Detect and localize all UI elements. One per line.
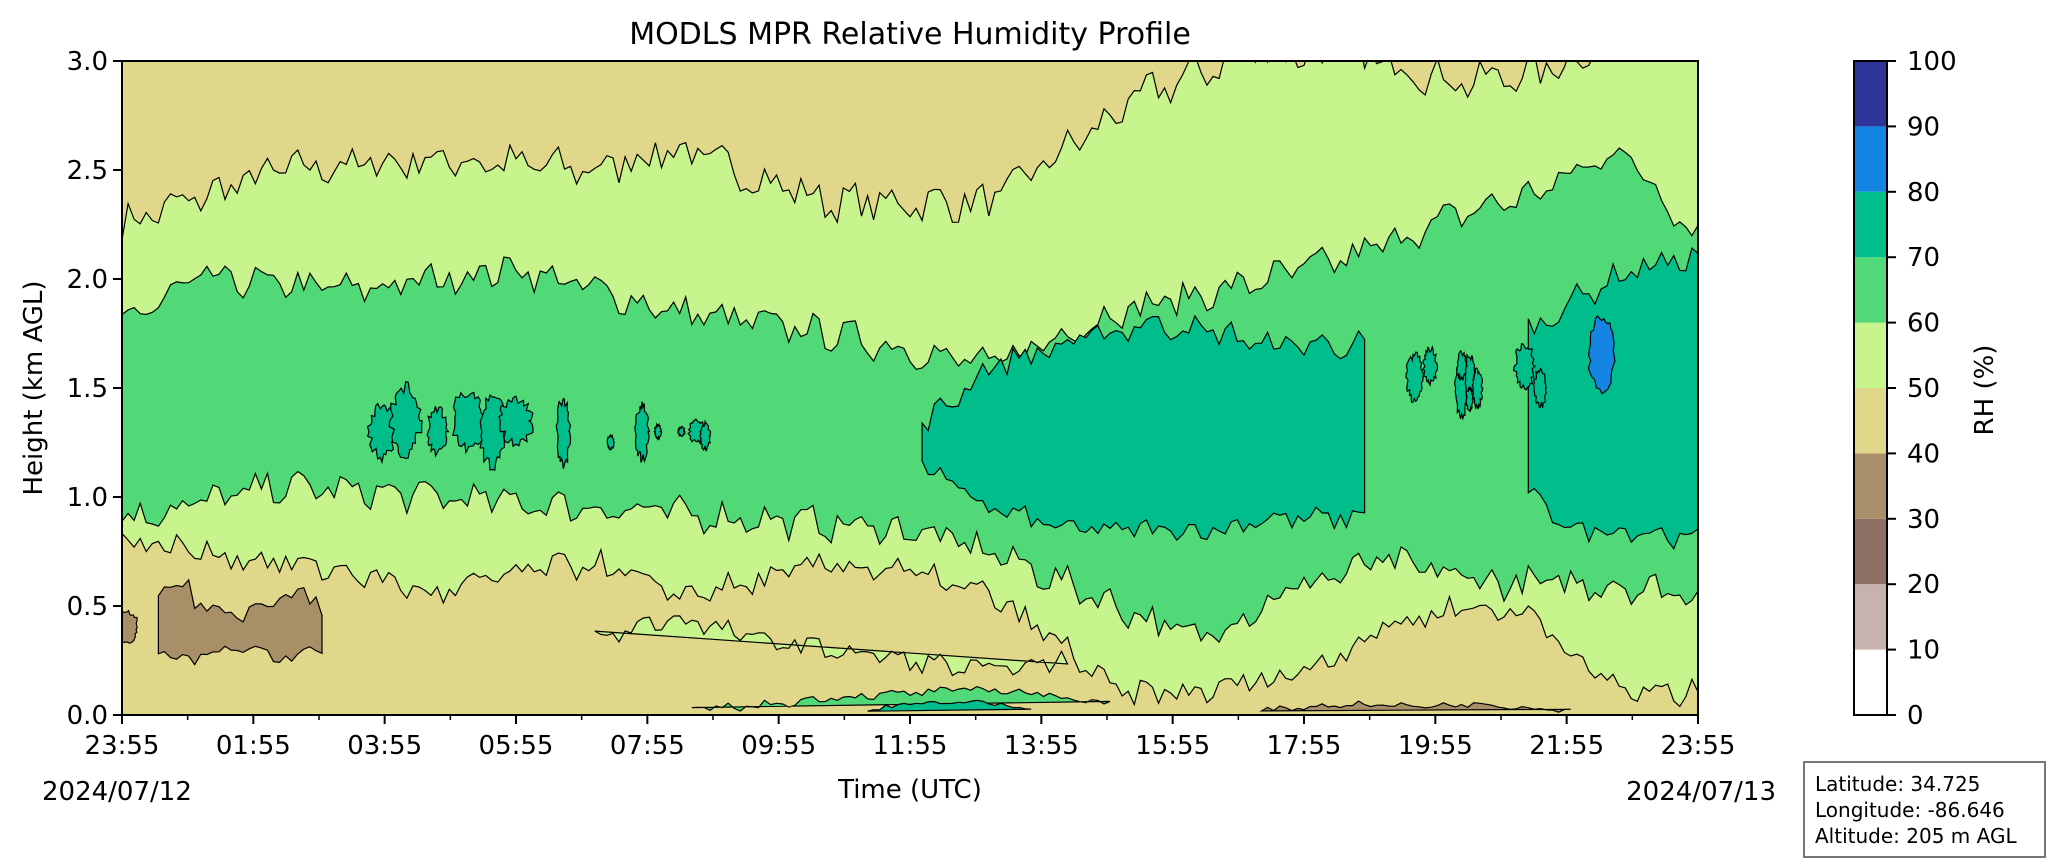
rh-40-50-surface-region [122,532,1698,715]
latitude-text: Latitude: 34.725 [1815,772,1981,796]
y-tick-label: 3.0 [67,47,108,77]
rh-70-80-late-region [1527,247,1698,551]
longitude-text: Longitude: -86.646 [1815,798,2005,822]
rh-70-80-patch [479,394,508,471]
colorbar-tick-label: 20 [1907,570,1940,600]
x-tick-label: 11:55 [873,731,948,761]
rh-70-80-patch [653,422,663,441]
colorbar-tick-label: 50 [1907,374,1940,404]
x-start-date: 2024/07/12 [42,777,192,807]
rh-60-70-surface-region [691,685,1111,712]
rh-70-80-surface-region [867,699,1032,712]
x-tick-label: 23:55 [1661,731,1736,761]
y-tick-label: 1.5 [67,374,108,404]
y-tick-label: 0.5 [67,592,108,622]
rh-70-80-patch [677,425,686,437]
colorbar-tick-label: 100 [1907,47,1957,77]
rh-70-80-patch [452,391,487,455]
colorbar-swatch [1854,453,1887,519]
x-tick-label: 07:55 [610,731,685,761]
y-axis-label: Height (km AGL) [19,280,49,495]
x-tick-label: 21:55 [1529,731,1604,761]
altitude-text: Altitude: 205 m AGL [1815,824,2017,848]
y-tick-label: 2.5 [67,156,108,186]
colorbar-swatch [1854,518,1887,585]
colorbar-tick-label: 30 [1907,505,1940,535]
rh-30-40-pocket-region [157,578,323,666]
axes: 23:55 01:55 03:55 05:55 07:55 09:55 11:55 13:55… [67,47,1736,761]
colorbar-tick-label: 70 [1907,243,1940,273]
x-axis-label: Time (UTC) [837,775,982,805]
x-end-date: 2024/07/13 [1626,777,1776,807]
colorbar-tick-label: 80 [1907,178,1940,208]
colorbar-tick-label: 10 [1907,636,1940,666]
x-tick-label: 03:55 [347,731,422,761]
rh-70-80-patch [1421,344,1438,387]
rh-70-80-patch [1455,349,1469,382]
colorbar-label: RH (%) [1970,345,2000,436]
rh-70-80-patch [498,395,534,448]
rh-70-80-patch [366,402,397,465]
rh-40-50-upper-region [122,61,1639,240]
rh-30-40-surface-region [1259,700,1571,713]
rh-70-80-patch [1533,367,1547,409]
y-tick-label: 1.0 [67,483,108,513]
rh-70-80-patch [634,401,651,464]
colorbar: 0 10 20 30 40 50 60 70 80 90 100 [1853,47,1957,731]
rh-80-90-pocket [1587,315,1616,395]
x-tick-label: 05:55 [479,731,554,761]
rh-70-80-patch [1465,385,1474,412]
rh-30-40-pocket [122,609,138,644]
colorbar-swatch [1854,61,1887,127]
colorbar-swatch [1854,126,1887,192]
rh-70-80-core-region [921,314,1366,542]
colorbar-tick-label: 40 [1907,439,1940,469]
rh-70-80-patch [426,405,450,458]
y-tick-label: 2.0 [67,265,108,295]
colorbar-tick-label: 60 [1907,309,1940,339]
rh-70-80-patch [699,419,712,452]
rh-70-80-patch [1471,367,1484,410]
x-tick-label: 17:55 [1267,731,1342,761]
colorbar-swatch [1854,191,1887,258]
colorbar-tick-label: 0 [1907,701,1924,731]
rh-70-80-patch [388,380,423,460]
rh-70-80-patch [1405,351,1425,404]
chart-title: MODLS MPR Relative Humidity Profile [629,17,1191,52]
location-info-box: Latitude: 34.725 Longitude: -86.646 Alti… [1803,761,2046,858]
rh-70-80-patch [606,433,616,451]
y-tick-label: 0.0 [67,701,108,731]
x-tick-label: 19:55 [1398,731,1473,761]
x-tick-label: 15:55 [1135,731,1210,761]
colorbar-swatch [1854,584,1887,650]
rh-70-80-patch [555,397,572,469]
colorbar-swatch [1854,649,1887,715]
x-tick-label: 23:55 [85,731,160,761]
x-tick-label: 13:55 [1004,731,1079,761]
colorbar-tick-label: 90 [1907,112,1940,142]
x-tick-label: 09:55 [741,731,816,761]
plot-area [121,60,1699,716]
colorbar-swatch [1854,322,1887,388]
rh-50-60-surface-wedge [594,615,1069,677]
rh-70-80-patch [1512,343,1537,391]
x-tick-label: 01:55 [216,731,291,761]
colorbar-swatch [1854,257,1887,323]
colorbar-swatch [1854,388,1887,454]
